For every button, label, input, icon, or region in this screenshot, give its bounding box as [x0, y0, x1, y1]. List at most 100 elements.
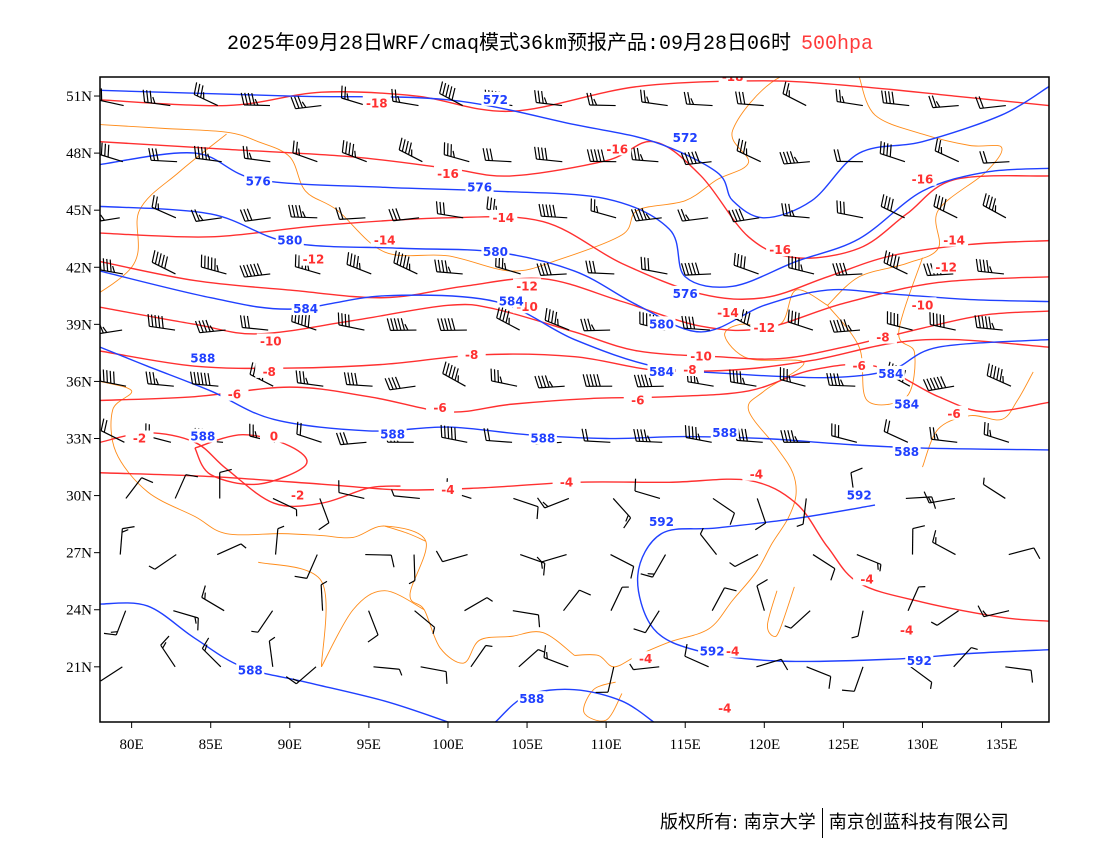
- temperature-contour-label: -4: [718, 702, 731, 716]
- wind-barb-feather: [239, 265, 246, 278]
- wind-barb-feather: [647, 258, 650, 271]
- temperature-contour-label: -14: [717, 306, 739, 320]
- wind-barb-feather: [384, 378, 391, 391]
- wind-barb-staff: [756, 498, 767, 524]
- wind-barb-feather: [451, 318, 456, 331]
- wind-barb-feather: [634, 208, 640, 221]
- temperature-contour-label: -12: [303, 253, 325, 267]
- wind-barb-staff: [756, 585, 765, 611]
- wind-barb-feather: [543, 563, 546, 576]
- wind-barb-feather: [482, 148, 487, 161]
- wind-barb-feather: [833, 320, 839, 333]
- wind-barb-feather: [405, 256, 410, 269]
- wind-barb-feather: [239, 315, 243, 328]
- wind-barb-staff: [195, 217, 222, 222]
- height-contour-label: 580: [649, 317, 674, 331]
- wind-barb-feather: [541, 375, 547, 388]
- wind-barb-feather: [489, 148, 494, 161]
- wind-barb-feather: [203, 372, 208, 386]
- wind-barb-staff: [243, 104, 270, 107]
- wind-barb-feather: [633, 374, 639, 387]
- height-contour-label-bg: [671, 129, 700, 144]
- wind-barb-feather: [398, 669, 403, 676]
- wind-barb-feather: [586, 149, 591, 162]
- wind-barb-feather: [447, 318, 452, 331]
- wind-barb-feather: [756, 578, 768, 587]
- wind-barb-staff: [883, 262, 908, 275]
- wind-barb-feather: [979, 259, 983, 272]
- wind-barb-feather: [104, 143, 107, 157]
- wind-barb-feather: [832, 263, 837, 276]
- wind-barb-staff: [338, 324, 365, 331]
- wind-barb-feather: [544, 147, 548, 161]
- country-borders: [100, 77, 1034, 722]
- temperature-contour-label-bg: [489, 209, 518, 224]
- wind-barb-feather: [157, 315, 161, 328]
- x-tick-label: 115E: [670, 737, 701, 753]
- wind-barb-feather: [397, 95, 401, 103]
- wind-barb-staff: [436, 271, 463, 275]
- wind-barb-feather: [201, 585, 206, 598]
- wind-barb-feather: [349, 253, 353, 266]
- wind-barb-staff: [1008, 547, 1035, 556]
- wind-barb-feather: [697, 433, 701, 441]
- wind-barb-staff: [632, 159, 659, 163]
- wind-barb-staff: [711, 587, 726, 611]
- wind-barb-feather: [251, 92, 256, 106]
- temperature-contour-label-bg: [908, 297, 937, 312]
- wind-barb-feather: [404, 140, 409, 154]
- wind-barb-feather: [155, 378, 159, 385]
- x-tick-label: 95E: [357, 737, 381, 753]
- wind-barb-staff: [292, 152, 318, 163]
- wind-barb-feather: [247, 92, 252, 106]
- wind-barb-feather: [339, 432, 345, 445]
- wind-barb-feather: [122, 526, 135, 530]
- wind-barb-staff: [636, 440, 663, 443]
- wind-barb-feather: [100, 214, 105, 221]
- wind-barb-staff: [147, 383, 174, 387]
- wind-barb-feather: [209, 325, 215, 332]
- wind-barb-feather: [147, 313, 150, 327]
- wind-barb-feather: [783, 430, 788, 443]
- temperature-contour-label: -8: [683, 363, 696, 377]
- wind-barb-staff: [589, 104, 616, 107]
- wind-barb-staff: [486, 439, 513, 443]
- wind-barb-feather: [448, 364, 453, 378]
- wind-barb-feather: [98, 142, 99, 154]
- wind-barb-feather: [437, 259, 441, 273]
- temperature-contour-label-bg: [742, 466, 771, 481]
- height-contour-label: 588: [380, 428, 405, 442]
- wind-barb-feather: [244, 92, 249, 106]
- wind-barb-feather: [348, 314, 350, 327]
- height-contour-label: 592: [907, 654, 932, 668]
- wind-barb-staff: [365, 553, 392, 556]
- wind-barb-staff: [393, 217, 420, 222]
- wind-barb-feather: [486, 148, 490, 161]
- wind-barb-feather: [246, 146, 249, 159]
- wind-barb-feather: [738, 208, 745, 221]
- wind-barb-feather: [974, 315, 978, 328]
- wind-barb-staff: [518, 649, 539, 668]
- wind-barb-feather: [161, 315, 164, 329]
- wind-barb-staff: [295, 266, 321, 275]
- wind-barb-feather: [386, 318, 392, 331]
- wind-barb-staff: [733, 264, 759, 275]
- wind-barb-feather: [930, 621, 938, 626]
- wind-barb-feather: [782, 81, 787, 94]
- wind-barb-staff: [115, 610, 127, 636]
- wind-barb-staff: [983, 610, 1010, 618]
- temperature-contour-label-bg: [299, 251, 328, 266]
- temperature-contour-label-bg: [710, 700, 739, 715]
- wind-barb-feather: [841, 689, 855, 692]
- wind-barb-staff: [880, 152, 906, 163]
- temperature-contour-label: -16: [606, 142, 628, 156]
- wind-barb-feather: [979, 151, 985, 164]
- wind-barb-feather: [496, 305, 501, 319]
- wind-barb-feather: [298, 205, 303, 218]
- wind-barb-feather: [548, 204, 553, 217]
- wind-barb-staff: [100, 430, 125, 443]
- wind-barb-feather: [923, 491, 930, 504]
- wind-barb-feather: [320, 580, 328, 586]
- wind-barb-feather: [645, 213, 651, 220]
- wind-barb-staff: [831, 435, 858, 443]
